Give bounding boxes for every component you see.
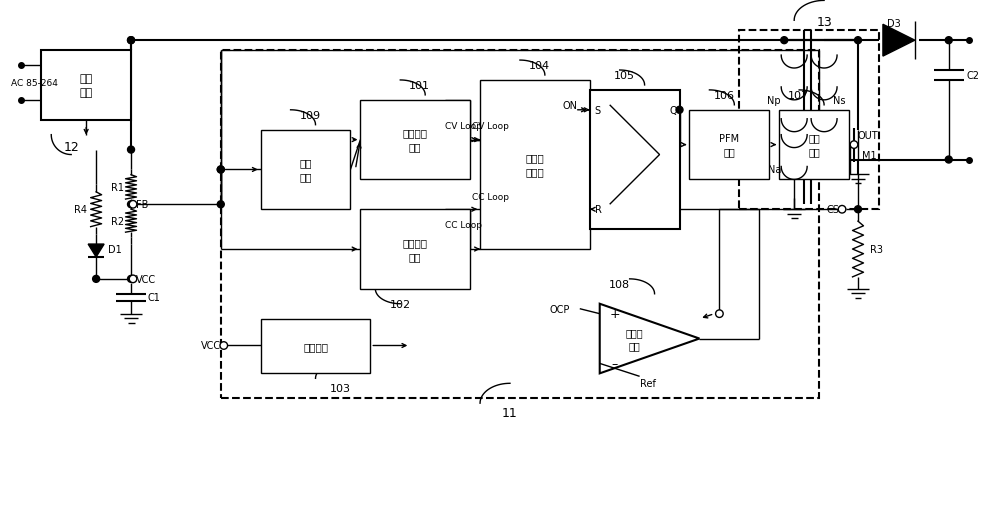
Text: 驱动
单元: 驱动 单元 bbox=[808, 133, 820, 157]
Text: 开启信
号逻辑: 开启信 号逻辑 bbox=[526, 153, 544, 177]
Text: FB: FB bbox=[136, 200, 148, 210]
Text: 恒流环路
控制: 恒流环路 控制 bbox=[403, 238, 428, 262]
Text: 101: 101 bbox=[409, 81, 430, 91]
Text: 102: 102 bbox=[390, 299, 411, 309]
Text: M1: M1 bbox=[862, 150, 877, 160]
Text: 恒压环路
控制: 恒压环路 控制 bbox=[403, 128, 428, 152]
Circle shape bbox=[855, 38, 861, 45]
Bar bbox=[221, 51, 819, 399]
Text: R: R bbox=[595, 205, 602, 215]
Text: C2: C2 bbox=[967, 71, 980, 81]
Circle shape bbox=[676, 107, 683, 114]
Text: Q: Q bbox=[670, 105, 677, 116]
Text: D1: D1 bbox=[108, 244, 122, 254]
Text: R4: R4 bbox=[74, 205, 87, 215]
Text: 105: 105 bbox=[614, 71, 635, 81]
Text: S: S bbox=[595, 105, 601, 116]
Text: 12: 12 bbox=[63, 140, 79, 153]
Text: D3: D3 bbox=[887, 19, 901, 29]
Text: CV Loop: CV Loop bbox=[472, 122, 509, 130]
Circle shape bbox=[128, 147, 135, 154]
Text: R1: R1 bbox=[111, 183, 124, 192]
Text: OCP: OCP bbox=[550, 304, 570, 314]
Circle shape bbox=[945, 38, 952, 45]
Text: 内建电源: 内建电源 bbox=[303, 342, 328, 351]
Circle shape bbox=[217, 202, 224, 208]
Text: 107: 107 bbox=[788, 91, 809, 101]
Text: Np: Np bbox=[767, 96, 781, 106]
Text: 106: 106 bbox=[713, 91, 734, 101]
Text: Ref: Ref bbox=[640, 379, 655, 388]
Text: PFM
单元: PFM 单元 bbox=[719, 133, 739, 157]
Text: Na: Na bbox=[768, 165, 781, 175]
Text: 109: 109 bbox=[299, 110, 320, 121]
Text: OUT: OUT bbox=[857, 130, 878, 140]
Circle shape bbox=[217, 166, 224, 174]
Circle shape bbox=[855, 206, 861, 213]
Text: 103: 103 bbox=[330, 384, 351, 393]
Text: 13: 13 bbox=[816, 16, 832, 29]
Bar bbox=[689, 110, 769, 180]
Text: R3: R3 bbox=[870, 244, 883, 254]
Text: +: + bbox=[609, 307, 620, 321]
Text: VCC: VCC bbox=[201, 341, 221, 351]
Bar bbox=[480, 81, 590, 249]
Bar bbox=[739, 31, 879, 210]
Text: 104: 104 bbox=[529, 61, 550, 71]
Text: 11: 11 bbox=[502, 406, 518, 419]
Text: 108: 108 bbox=[609, 279, 630, 289]
Text: Ns: Ns bbox=[833, 96, 845, 106]
Text: CC Loop: CC Loop bbox=[445, 221, 482, 230]
Polygon shape bbox=[883, 25, 915, 57]
Circle shape bbox=[838, 206, 846, 214]
Circle shape bbox=[945, 157, 952, 164]
Text: –: – bbox=[612, 357, 618, 370]
Circle shape bbox=[128, 276, 135, 283]
Text: CS: CS bbox=[826, 205, 839, 215]
Circle shape bbox=[128, 38, 135, 45]
Text: 采样
保持: 采样 保持 bbox=[299, 158, 312, 182]
Bar bbox=[41, 51, 131, 121]
Polygon shape bbox=[88, 244, 104, 258]
Circle shape bbox=[220, 342, 228, 350]
Circle shape bbox=[129, 275, 137, 283]
Text: 逐周期
限流: 逐周期 限流 bbox=[626, 328, 643, 350]
Circle shape bbox=[128, 202, 135, 208]
Text: CV Loop: CV Loop bbox=[445, 122, 482, 130]
Circle shape bbox=[128, 38, 135, 45]
Circle shape bbox=[93, 276, 100, 283]
Circle shape bbox=[781, 38, 788, 45]
Text: VCC: VCC bbox=[136, 274, 156, 285]
Bar bbox=[360, 210, 470, 289]
Bar bbox=[360, 101, 470, 180]
Bar bbox=[261, 319, 370, 374]
Circle shape bbox=[217, 166, 224, 174]
Bar bbox=[590, 91, 680, 230]
Circle shape bbox=[129, 201, 137, 209]
Bar bbox=[261, 130, 350, 210]
Text: 整流
单元: 整流 单元 bbox=[80, 74, 93, 98]
Bar bbox=[779, 110, 849, 180]
Text: ON: ON bbox=[563, 101, 578, 110]
Circle shape bbox=[850, 142, 858, 149]
Text: CC Loop: CC Loop bbox=[472, 193, 509, 202]
Text: R2: R2 bbox=[111, 216, 124, 226]
Text: AC 85-264: AC 85-264 bbox=[11, 79, 58, 88]
Circle shape bbox=[716, 310, 723, 318]
Text: C1: C1 bbox=[148, 292, 161, 302]
